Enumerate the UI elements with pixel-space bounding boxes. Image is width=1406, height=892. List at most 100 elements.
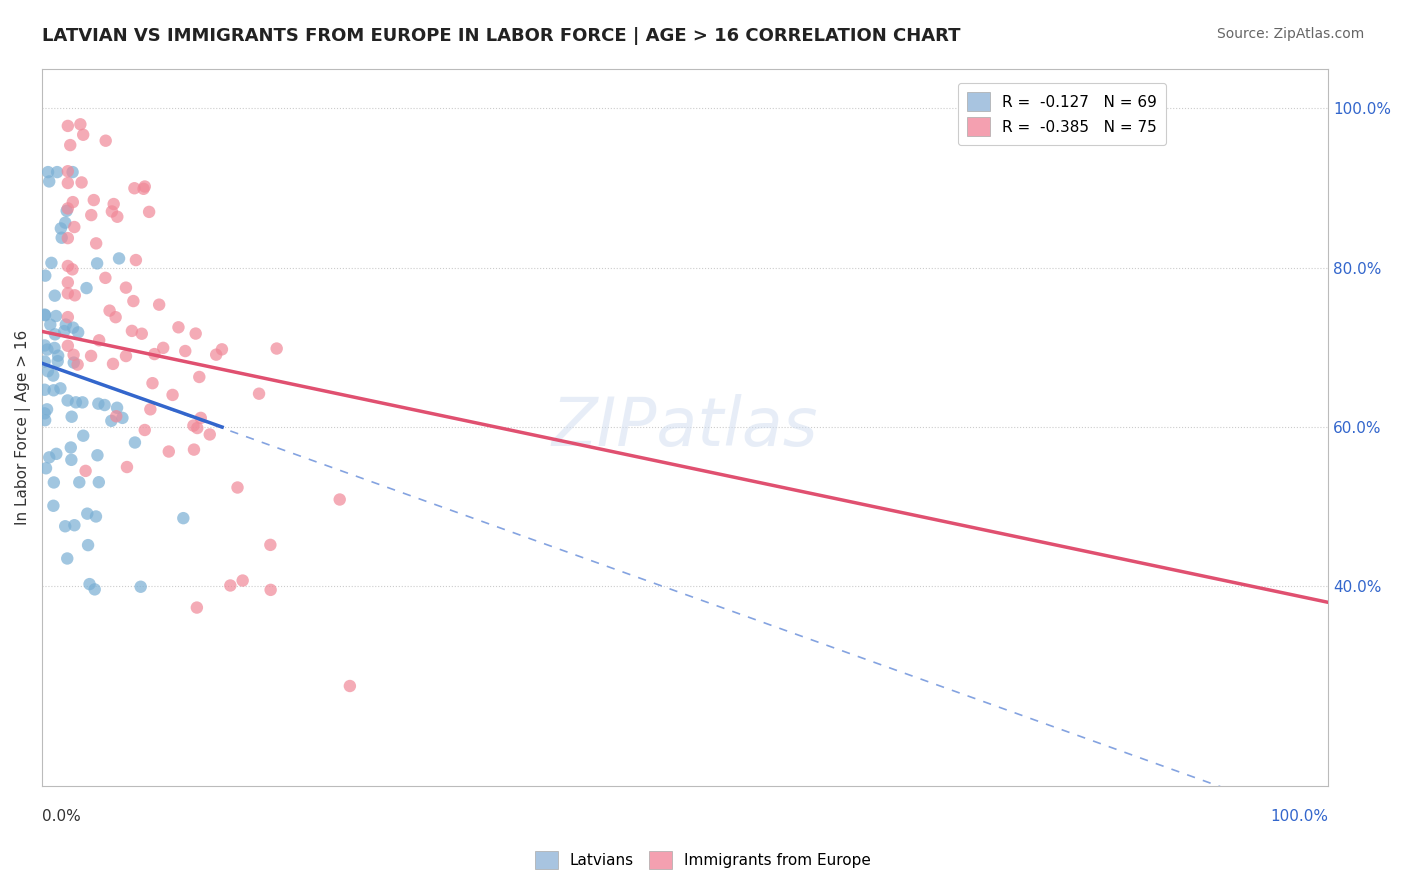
- Point: [80, 208, 103, 222]
- Point: [148, 298, 170, 312]
- Point: [77, 538, 100, 552]
- Point: [59, 441, 82, 455]
- Point: [105, 409, 128, 424]
- Point: [105, 401, 128, 415]
- Point: [98, 303, 121, 318]
- Point: [63, 220, 86, 235]
- Point: [56, 202, 79, 216]
- Point: [219, 578, 242, 592]
- Point: [56, 276, 79, 290]
- Point: [34, 383, 56, 397]
- Point: [183, 442, 205, 457]
- Point: [108, 252, 131, 266]
- Point: [86, 256, 108, 270]
- Point: [172, 511, 194, 525]
- Point: [34, 308, 56, 322]
- Point: [34, 268, 56, 283]
- Point: [87, 475, 110, 490]
- Point: [37, 343, 59, 357]
- Point: [94, 270, 117, 285]
- Point: [115, 460, 138, 475]
- Point: [329, 492, 352, 507]
- Point: [39, 318, 62, 332]
- Point: [69, 117, 91, 131]
- Point: [34, 413, 56, 427]
- Point: [104, 310, 127, 325]
- Point: [38, 450, 60, 465]
- Point: [56, 393, 79, 408]
- Point: [94, 134, 117, 148]
- Point: [105, 210, 128, 224]
- Point: [60, 262, 83, 277]
- Point: [79, 577, 101, 591]
- Point: [76, 507, 98, 521]
- Point: [70, 176, 93, 190]
- Y-axis label: In Labor Force | Age > 16: In Labor Force | Age > 16: [15, 329, 31, 524]
- Point: [141, 376, 163, 391]
- Point: [190, 410, 212, 425]
- Point: [134, 179, 156, 194]
- Point: [152, 341, 174, 355]
- Point: [46, 165, 69, 179]
- Point: [66, 358, 89, 372]
- Point: [59, 138, 82, 153]
- Point: [125, 253, 148, 268]
- Point: [45, 309, 67, 323]
- Point: [56, 231, 79, 245]
- Point: [49, 381, 72, 395]
- Text: ZIPatlas: ZIPatlas: [553, 394, 818, 460]
- Point: [56, 310, 79, 325]
- Point: [62, 165, 84, 179]
- Point: [34, 354, 56, 368]
- Point: [62, 320, 84, 334]
- Point: [186, 600, 208, 615]
- Point: [72, 428, 94, 442]
- Point: [55, 318, 77, 332]
- Point: [44, 288, 66, 302]
- Point: [124, 181, 146, 195]
- Point: [188, 370, 211, 384]
- Point: [183, 418, 205, 433]
- Point: [205, 348, 228, 362]
- Point: [62, 195, 84, 210]
- Point: [72, 395, 94, 409]
- Point: [67, 326, 90, 340]
- Text: Source: ZipAtlas.com: Source: ZipAtlas.com: [1216, 27, 1364, 41]
- Point: [174, 344, 197, 359]
- Point: [131, 326, 153, 341]
- Point: [76, 281, 98, 295]
- Point: [259, 538, 281, 552]
- Point: [89, 334, 111, 348]
- Point: [42, 499, 65, 513]
- Point: [44, 341, 66, 355]
- Point: [56, 259, 79, 273]
- Point: [35, 402, 58, 417]
- Point: [38, 174, 60, 188]
- Point: [266, 342, 288, 356]
- Point: [56, 286, 79, 301]
- Point: [184, 326, 207, 341]
- Point: [121, 324, 143, 338]
- Text: 0.0%: 0.0%: [42, 809, 82, 824]
- Legend: R =  -0.127   N = 69, R =  -0.385   N = 75: R = -0.127 N = 69, R = -0.385 N = 75: [957, 83, 1166, 145]
- Point: [44, 327, 66, 342]
- Point: [45, 447, 67, 461]
- Point: [84, 236, 107, 251]
- Point: [56, 119, 79, 133]
- Point: [62, 348, 84, 362]
- Point: [34, 338, 56, 352]
- Point: [60, 453, 83, 467]
- Point: [115, 280, 138, 294]
- Point: [134, 423, 156, 437]
- Point: [87, 397, 110, 411]
- Point: [83, 582, 105, 597]
- Point: [132, 182, 155, 196]
- Point: [56, 339, 79, 353]
- Point: [80, 349, 103, 363]
- Point: [75, 464, 97, 478]
- Point: [339, 679, 361, 693]
- Point: [56, 164, 79, 178]
- Point: [51, 231, 73, 245]
- Point: [37, 364, 59, 378]
- Point: [93, 398, 115, 412]
